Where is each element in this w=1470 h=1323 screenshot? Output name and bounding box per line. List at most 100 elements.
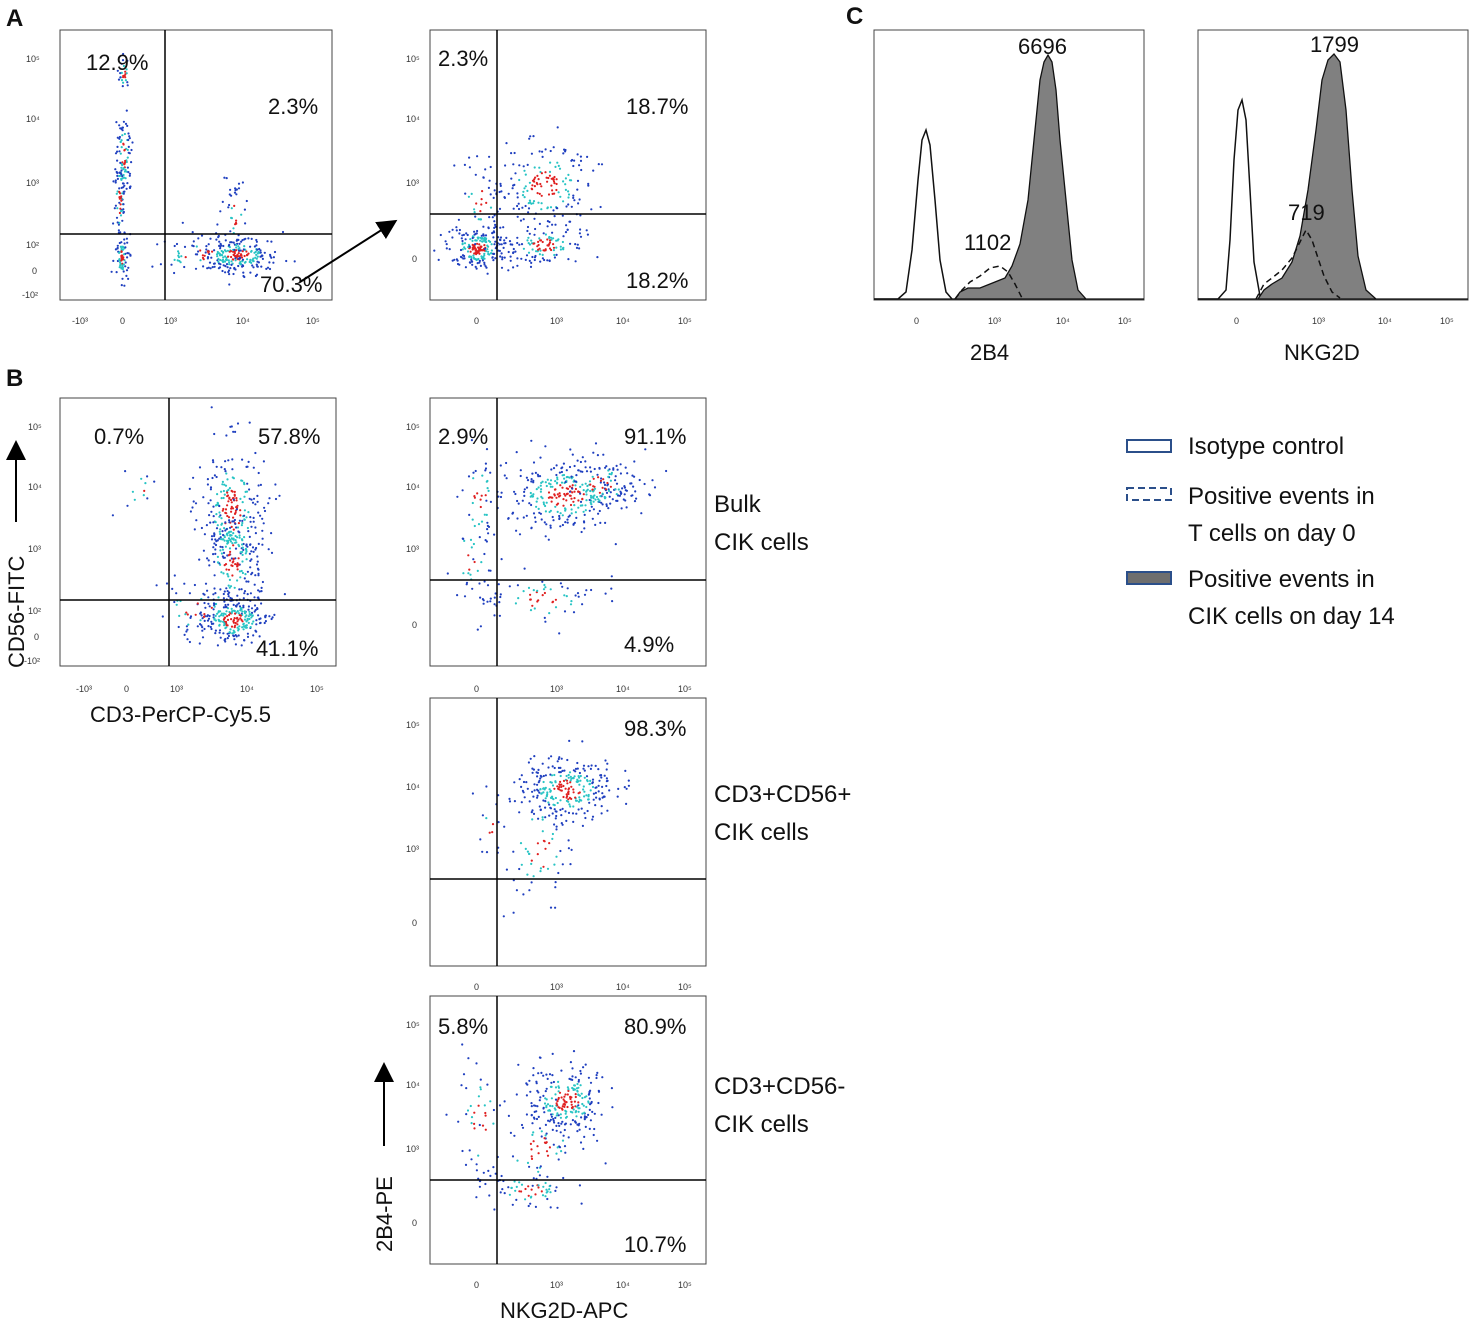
event-dot xyxy=(233,609,236,613)
event-dot xyxy=(527,761,531,764)
event-dot xyxy=(518,178,521,182)
event-dot xyxy=(545,1073,548,1076)
event-dot xyxy=(243,577,246,580)
event-dot xyxy=(500,558,503,561)
event-dot xyxy=(539,1096,542,1099)
event-dot xyxy=(576,1082,579,1086)
event-dot xyxy=(222,507,225,511)
event-dot xyxy=(210,627,213,631)
event-dot xyxy=(235,193,238,196)
event-dot xyxy=(530,1188,533,1191)
event-dot xyxy=(258,247,261,251)
event-dot xyxy=(542,839,546,842)
event-dot xyxy=(542,865,545,868)
event-dot xyxy=(559,849,562,853)
event-dot xyxy=(119,264,122,267)
event-dot xyxy=(243,245,246,248)
event-dot xyxy=(183,265,186,269)
event-dot xyxy=(487,489,490,492)
event-dot xyxy=(560,1069,563,1072)
event-dot xyxy=(229,498,233,502)
event-dot xyxy=(548,814,551,817)
event-dot xyxy=(514,602,518,605)
event-dot xyxy=(493,220,496,223)
event-dot xyxy=(553,804,556,807)
event-dot xyxy=(542,588,546,591)
event-dot xyxy=(189,616,192,620)
quadrant-label-ur: 91.1% xyxy=(624,424,686,449)
event-dot xyxy=(268,643,272,646)
event-dot xyxy=(489,1100,492,1103)
event-dot xyxy=(227,575,230,578)
event-dot xyxy=(232,560,235,563)
event-dot xyxy=(566,795,569,798)
event-dot xyxy=(546,1077,549,1080)
event-dot xyxy=(532,589,535,592)
event-dot xyxy=(544,148,547,151)
event-dot xyxy=(237,182,241,185)
event-dot xyxy=(126,182,129,185)
event-dot xyxy=(250,607,254,610)
event-dot xyxy=(179,261,182,264)
event-dot xyxy=(241,610,244,613)
event-dot xyxy=(602,453,605,456)
event-dot xyxy=(468,513,471,517)
event-dot xyxy=(507,517,510,520)
event-dot xyxy=(605,504,608,508)
event-dot xyxy=(544,233,548,236)
event-dot xyxy=(471,792,474,795)
event-dot xyxy=(526,225,530,229)
event-dot xyxy=(472,558,475,561)
event-dot xyxy=(587,182,590,185)
event-dot xyxy=(552,1117,555,1121)
event-dot xyxy=(551,812,554,815)
event-dot xyxy=(487,239,490,242)
event-dot xyxy=(486,487,489,490)
event-dot xyxy=(532,135,535,138)
event-dot xyxy=(541,818,544,821)
event-dot xyxy=(208,261,212,264)
event-dot xyxy=(116,136,119,139)
event-dot xyxy=(261,543,264,546)
event-dot xyxy=(221,555,224,558)
y-tick-label: -10² xyxy=(24,656,40,666)
event-dot xyxy=(555,182,558,186)
event-dot xyxy=(563,769,566,772)
event-dot xyxy=(476,155,479,158)
event-dot xyxy=(252,550,255,553)
event-dot xyxy=(554,1086,558,1089)
event-dot xyxy=(558,471,562,474)
dot-layer xyxy=(471,739,631,918)
event-dot xyxy=(223,556,226,559)
event-dot xyxy=(542,501,545,504)
event-dot xyxy=(592,477,595,480)
event-dot xyxy=(234,259,237,262)
event-dot xyxy=(539,484,542,487)
event-dot xyxy=(577,800,581,803)
event-dot xyxy=(567,173,570,176)
event-dot xyxy=(482,225,485,228)
event-dot xyxy=(604,521,607,525)
event-dot xyxy=(511,1155,515,1158)
event-dot xyxy=(213,617,216,620)
event-dot xyxy=(571,484,574,487)
event-dot xyxy=(453,164,456,167)
event-dot xyxy=(217,596,220,599)
event-dot xyxy=(604,759,607,762)
event-dot xyxy=(553,256,557,259)
event-dot xyxy=(219,528,222,531)
event-dot xyxy=(541,816,544,819)
event-dot xyxy=(553,1107,556,1110)
event-dot xyxy=(554,165,557,168)
event-dot xyxy=(556,493,559,496)
gating-arrow xyxy=(299,219,398,283)
event-dot xyxy=(552,519,555,522)
event-dot xyxy=(540,172,544,175)
event-dot xyxy=(599,521,602,525)
event-dot xyxy=(222,538,225,541)
event-dot xyxy=(467,572,470,575)
event-dot xyxy=(237,602,240,605)
event-dot xyxy=(212,461,215,464)
event-dot xyxy=(497,495,500,498)
event-dot xyxy=(246,526,249,530)
